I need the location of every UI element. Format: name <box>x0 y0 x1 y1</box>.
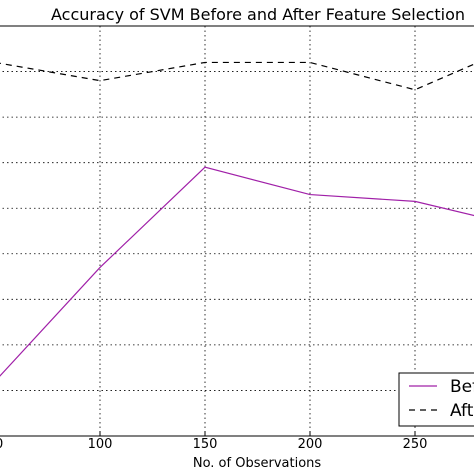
series-line-after <box>0 61 474 91</box>
x-tick-label-0: 50 <box>0 437 3 452</box>
x-tick-label-3: 200 <box>298 437 323 452</box>
x-tick-label-4: 250 <box>403 437 428 452</box>
grid-lines <box>0 26 474 436</box>
x-tick-label-1: 100 <box>88 437 113 452</box>
legend-box <box>398 372 474 427</box>
series-lines <box>0 61 474 377</box>
x-tick-labels: 50 100 150 200 250 <box>0 431 427 452</box>
legend-label-before: Before <box>450 377 474 397</box>
chart-title: Accuracy of SVM Before and After Feature… <box>51 5 465 24</box>
legend: Before After <box>398 372 474 427</box>
legend-label-after: After <box>450 401 474 421</box>
series-line-before <box>0 166 474 377</box>
x-tick-label-2: 150 <box>193 437 218 452</box>
plot-frame <box>0 25 474 437</box>
x-axis-label: No. of Observations <box>193 456 322 471</box>
